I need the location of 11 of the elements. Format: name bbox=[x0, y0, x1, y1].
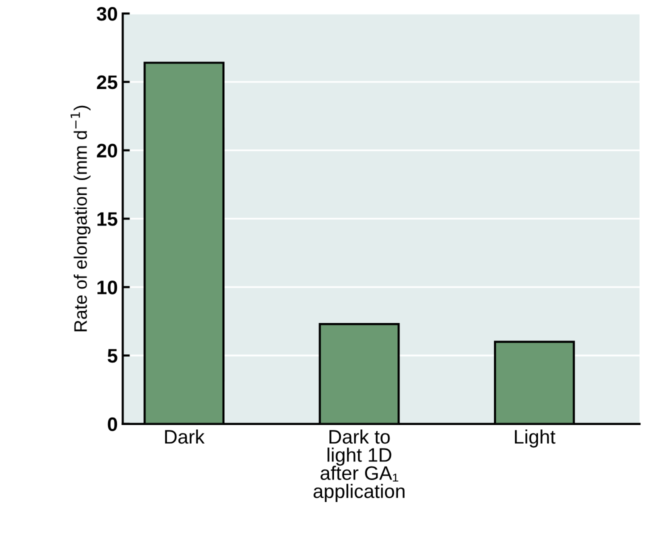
y-tick-label: 15 bbox=[97, 212, 118, 226]
y-tick-label: 30 bbox=[96, 6, 118, 21]
x-tick-label: Dark bbox=[165, 429, 205, 444]
y-tick-label: 10 bbox=[97, 280, 118, 294]
y-tick-label: 0 bbox=[108, 417, 118, 432]
y-tick-label: 20 bbox=[96, 144, 118, 158]
y-tick-label: 5 bbox=[108, 349, 118, 363]
y-tick-label: 25 bbox=[96, 75, 118, 90]
y-axis-title: Rate of elongation (mm d$^{−1}$) bbox=[70, 106, 91, 332]
x-tick-label: Dark to light 1D after GA₁ application bbox=[314, 429, 404, 502]
x-tick-label: Light bbox=[514, 429, 556, 448]
